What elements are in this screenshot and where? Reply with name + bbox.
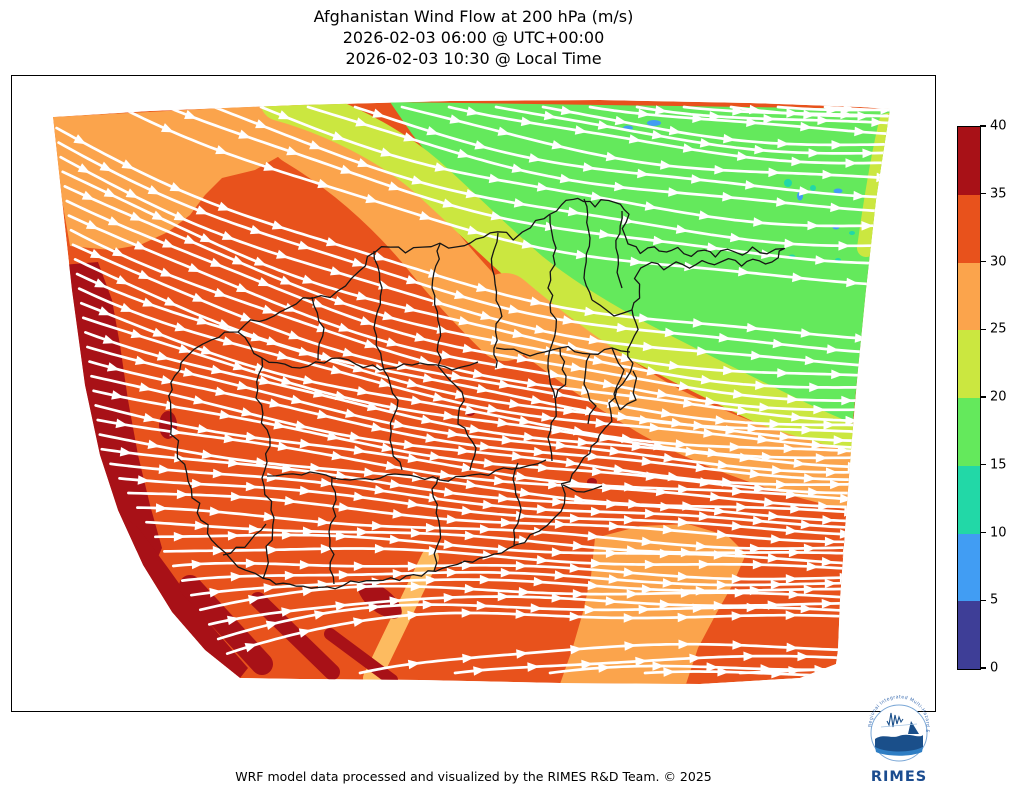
province-border [562, 484, 603, 493]
wind-arrowheads [73, 103, 890, 681]
province-border [555, 347, 567, 399]
province-border [583, 353, 597, 425]
logo-seismogram [886, 712, 904, 728]
colorbar-tick-label: 20 [990, 389, 1007, 405]
colorbar-segment-10-15 [958, 465, 980, 534]
province-border [547, 214, 558, 329]
title-line-3: 2026-02-03 10:30 @ Local Time [345, 49, 602, 68]
colorbar-segment-35-40 [958, 127, 980, 195]
province-border [431, 476, 442, 572]
province-border [237, 331, 275, 580]
province-border [373, 250, 383, 363]
province-border [583, 198, 593, 301]
province-border [222, 523, 267, 556]
rimes-logo: Regional Integrated Multi-Hazard Early W… [861, 691, 937, 786]
country-outline [168, 197, 786, 590]
colorbar-tick-label: 25 [990, 321, 1007, 337]
province-border [615, 210, 623, 289]
logo-wordmark: RIMES [871, 769, 927, 785]
colorbar-segment-20-25 [958, 330, 980, 398]
province-border [495, 345, 631, 357]
title-line-2: 2026-02-03 06:00 @ UTC+00:00 [342, 28, 605, 47]
wind-streamlines [55, 105, 890, 678]
low-speed-spot [849, 231, 855, 235]
colorbar-segment-0-5 [958, 601, 980, 669]
colorbar-tick-label: 35 [990, 186, 1007, 202]
title-line-1: Afghanistan Wind Flow at 200 hPa (m/s) [313, 7, 634, 26]
colorbar-tick-label: 30 [990, 254, 1007, 269]
colorbar-tick-label: 40 [990, 118, 1007, 134]
province-border [381, 361, 403, 471]
low-speed-spot [833, 188, 843, 194]
province-border [437, 365, 477, 471]
colorbar-segment-30-35 [958, 194, 980, 263]
colorbar-tick-label: 5 [990, 592, 999, 608]
colorbar-tick-label: 15 [990, 457, 1007, 473]
low-speed-spot [784, 179, 792, 187]
province-border [512, 462, 522, 546]
map-layers [53, 100, 890, 684]
low-speed-spot [647, 120, 661, 126]
province-border [611, 347, 625, 411]
province-boundaries [168, 197, 786, 590]
colorbar-segment-15-20 [958, 398, 980, 466]
low-speed-spot [810, 185, 816, 191]
province-border [261, 357, 479, 371]
wind-map [53, 100, 890, 684]
map-axes: Regional Integrated Multi-Hazard Early W… [11, 75, 936, 785]
colorbar-segment-5-10 [958, 533, 980, 602]
footer-credit: WRF model data processed and visualized … [235, 769, 712, 784]
province-border [591, 299, 633, 317]
logo-wave-dark [875, 734, 923, 753]
province-border [431, 243, 442, 367]
province-border [311, 296, 325, 361]
colorbar [957, 126, 981, 670]
colorbar-segment-25-30 [958, 262, 980, 331]
province-border [266, 459, 547, 482]
province-border [619, 370, 638, 411]
figure-title: Afghanistan Wind Flow at 200 hPa (m/s) 2… [11, 6, 936, 69]
province-border [490, 232, 503, 369]
colorbar-tick-label: 0 [990, 660, 999, 676]
province-border [328, 476, 337, 585]
logo-wave-light [875, 747, 923, 756]
colorbar-tick-label: 10 [990, 525, 1007, 540]
